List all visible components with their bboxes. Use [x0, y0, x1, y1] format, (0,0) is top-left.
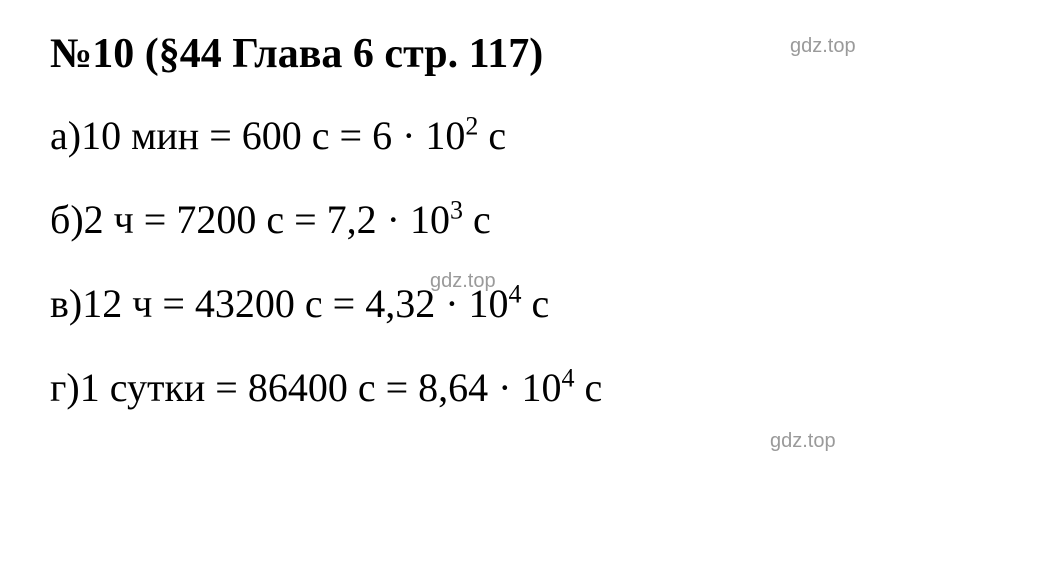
- solution-line-v: в)12 ч = 43200 с = 4,32 · 104 с: [50, 276, 998, 332]
- line-suffix: с: [522, 281, 550, 326]
- solution-line-a: а)10 мин = 600 с = 6 · 102 с: [50, 108, 998, 164]
- problem-title: №10 (§44 Глава 6 стр. 117): [50, 30, 998, 78]
- line-suffix: с: [478, 113, 506, 158]
- watermark-text: gdz.top: [770, 430, 836, 453]
- line-suffix: с: [463, 197, 491, 242]
- line-label: в): [50, 281, 82, 326]
- line-prefix: 1 сутки = 86400 с = 8,64 · 10: [80, 365, 562, 410]
- line-prefix: 2 ч = 7200 с = 7,2 · 10: [84, 197, 450, 242]
- line-exponent: 2: [465, 112, 478, 141]
- line-prefix: 10 мин = 600 с = 6 · 10: [81, 113, 465, 158]
- line-exponent: 4: [561, 364, 574, 393]
- line-label: г): [50, 365, 80, 410]
- line-exponent: 4: [509, 280, 522, 309]
- line-suffix: с: [574, 365, 602, 410]
- solution-line-g: г)1 сутки = 86400 с = 8,64 · 104 с: [50, 360, 998, 416]
- watermark-text: gdz.top: [430, 270, 496, 293]
- watermark-text: gdz.top: [790, 35, 856, 58]
- line-exponent: 3: [450, 196, 463, 225]
- solution-line-b: б)2 ч = 7200 с = 7,2 · 103 с: [50, 192, 998, 248]
- line-label: а): [50, 113, 81, 158]
- line-label: б): [50, 197, 84, 242]
